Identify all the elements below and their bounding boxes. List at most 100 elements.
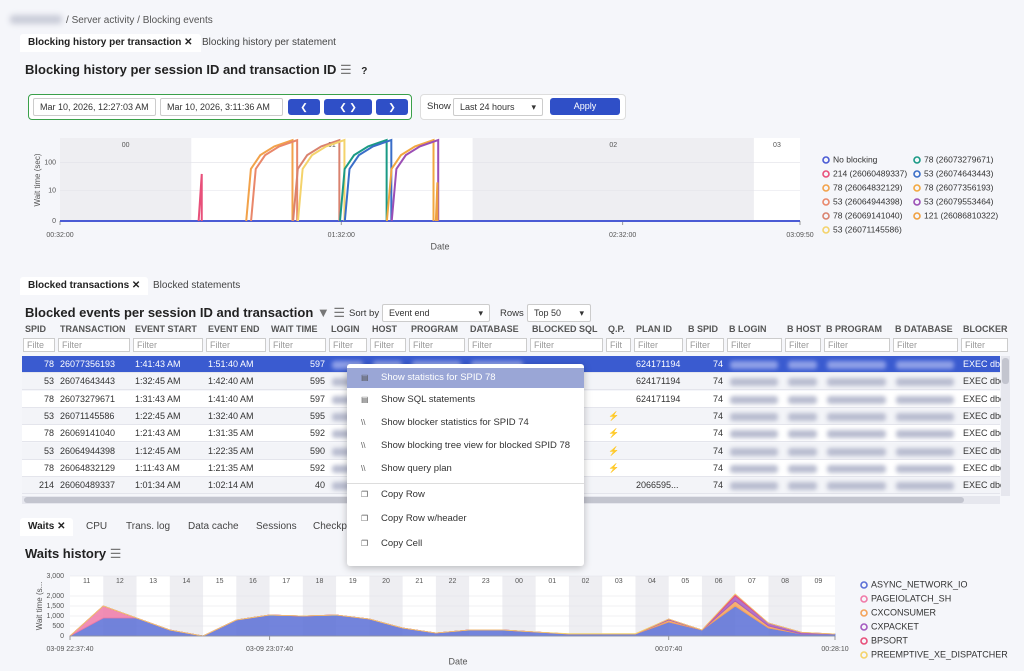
date-from[interactable]: Mar 10, 2026, 12:27:03 AM: [33, 98, 156, 116]
tab-label: Blocked statements: [153, 280, 241, 291]
legend-label[interactable]: 78 (26069141040): [833, 210, 903, 220]
band-label: 22: [449, 578, 457, 585]
menu-label: Copy Row: [381, 489, 425, 500]
tab[interactable]: Blocked transactions ✕: [20, 277, 149, 295]
legend-label[interactable]: 214 (26060489337): [833, 168, 907, 178]
sort-select[interactable]: Event end ▾: [382, 304, 490, 322]
v-scrollbar[interactable]: [1001, 356, 1010, 496]
legend-label[interactable]: 53 (26074643443): [924, 168, 994, 178]
legend-label[interactable]: CXCONSUMER: [871, 607, 937, 617]
zoom-button[interactable]: ❮ ❯: [324, 99, 372, 115]
hour-band: [472, 138, 754, 221]
tab[interactable]: Blocking history per statement: [194, 34, 344, 52]
legend-label[interactable]: 121 (26086810322): [924, 210, 998, 220]
legend-marker: [822, 170, 830, 178]
legend-marker: [913, 198, 921, 206]
band-label: 07: [748, 578, 756, 585]
legend-label[interactable]: PREEMPTIVE_XE_DISPATCHER: [871, 649, 1008, 659]
menu-item[interactable]: \\ Show blocker statistics for SPID 74: [347, 413, 584, 433]
menu-icon[interactable]: ☰: [109, 546, 122, 561]
x-tick-label: 03-09 22:37:40: [46, 646, 93, 653]
legend-label[interactable]: 78 (26077356193): [924, 182, 994, 192]
series-line: [245, 138, 294, 222]
band-label: 02: [609, 142, 617, 149]
menu-icon: ▤: [361, 373, 369, 382]
menu-icon: ❐: [361, 539, 369, 548]
tab-label: Checkp: [313, 521, 347, 532]
section-title: Blocked events per session ID and transa…: [25, 305, 345, 321]
legend-marker: [913, 184, 921, 192]
menu-label: Copy Row w/header: [381, 513, 467, 524]
legend-label[interactable]: BPSORT: [871, 635, 908, 645]
tab[interactable]: Waits ✕: [20, 518, 74, 536]
y-tick-label: 1,000: [46, 613, 64, 620]
date-to[interactable]: Mar 10, 2026, 3:11:36 AM: [160, 98, 283, 116]
prev-button[interactable]: ❮: [288, 99, 320, 115]
title-text: Waits history: [25, 546, 107, 561]
tab[interactable]: Checkp: [305, 518, 355, 536]
help[interactable]: ?: [361, 66, 368, 77]
menu-item[interactable]: \\ Show blocking tree view for blocked SP…: [347, 436, 584, 456]
tab[interactable]: Blocking history per transaction ✕: [20, 34, 201, 52]
menu-icon: \\: [361, 441, 366, 450]
menu-icon[interactable]: ☰: [339, 62, 352, 77]
crumb[interactable]: Server activity: [71, 15, 135, 26]
legend-marker: [822, 184, 830, 192]
tab[interactable]: CPU: [78, 518, 115, 536]
tab[interactable]: Data cache: [180, 518, 247, 536]
legend-marker: [913, 170, 921, 178]
legend-label[interactable]: 53 (26064944398): [833, 196, 903, 206]
menu-label: Show blocking tree view for blocked SPID…: [381, 440, 571, 451]
menu-label: Show blocker statistics for SPID 74: [381, 417, 529, 428]
scroll-thumb[interactable]: [1002, 358, 1009, 384]
legend-label[interactable]: 53 (26079553464): [924, 196, 994, 206]
context-menu: ▤ Show statistics for SPID 78 ▤ Show SQL st…: [347, 364, 584, 566]
select-value: Last 24 hours: [460, 102, 515, 112]
menu-item[interactable]: ❐ Copy Row: [347, 485, 584, 505]
x-tick-label: 00:32:00: [46, 232, 73, 239]
series-line: [385, 138, 435, 222]
tab[interactable]: Blocked statements: [145, 277, 248, 295]
legend-label[interactable]: CXPACKET: [871, 621, 919, 631]
legend-label[interactable]: 78 (26064832129): [833, 182, 903, 192]
menu-item[interactable]: ▤ Show SQL statements: [347, 390, 584, 410]
menu-item[interactable]: ▤ Show statistics for SPID 78: [347, 368, 584, 388]
legend-label[interactable]: 78 (26073279671): [924, 154, 994, 164]
band-label: 19: [349, 578, 357, 585]
band-label: 20: [382, 578, 390, 585]
y-tick-label: 10: [48, 187, 56, 194]
series-line: [296, 138, 346, 222]
x-axis-label: Date: [448, 656, 467, 666]
legend-marker: [860, 609, 868, 617]
tab[interactable]: Sessions: [248, 518, 305, 536]
series-line: [343, 138, 393, 222]
next-button[interactable]: ❯: [376, 99, 408, 115]
title-text: Blocked events per session ID and transa…: [25, 305, 314, 320]
filter-icon[interactable]: ▼ ☰: [316, 305, 346, 320]
menu-item[interactable]: ❐ Copy Row w/header: [347, 509, 584, 529]
show-label: Show: [427, 101, 451, 112]
band-label: 01: [548, 578, 556, 585]
show-select[interactable]: Last 24 hours ▾: [453, 98, 543, 116]
tab-label: Sessions: [256, 521, 297, 532]
legend-label[interactable]: 53 (26071145586): [833, 224, 902, 234]
tab-label: Blocking history per transaction: [28, 37, 182, 48]
menu-item[interactable]: ❐ Copy Cell: [347, 534, 584, 554]
legend-marker: [913, 212, 921, 220]
tab[interactable]: Trans. log: [118, 518, 178, 536]
series-line: [434, 182, 439, 222]
band-label: 03: [773, 142, 781, 149]
legend-label[interactable]: PAGEIOLATCH_SH: [871, 593, 951, 603]
rows-select[interactable]: Top 50 ▾: [527, 304, 591, 322]
band-label: 21: [415, 578, 423, 585]
menu-icon: ❐: [361, 490, 369, 499]
y-tick-label: 0: [60, 633, 64, 640]
apply-button[interactable]: Apply: [550, 98, 620, 115]
x-tick-label: 00:07:40: [655, 646, 682, 653]
menu-item[interactable]: \\ Show query plan: [347, 459, 584, 479]
legend-label[interactable]: ASYNC_NETWORK_IO: [871, 579, 968, 589]
band-label: 16: [249, 578, 257, 585]
y-axis-label: Wait time (sec): [33, 153, 42, 206]
legend-label[interactable]: No blocking: [833, 154, 878, 164]
